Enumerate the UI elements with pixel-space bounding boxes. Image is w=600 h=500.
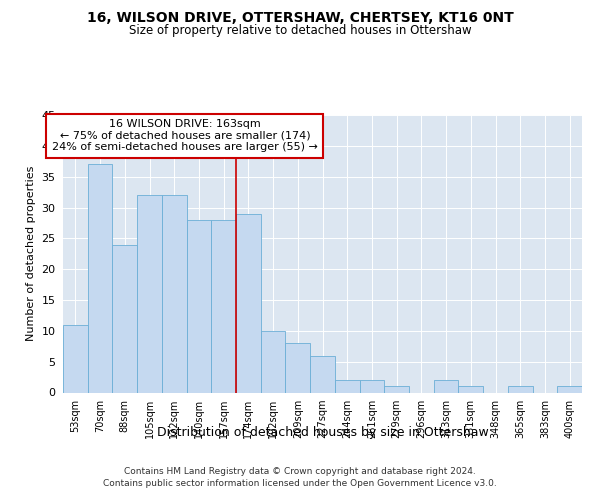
Bar [359, 380, 384, 392]
Bar [335, 380, 359, 392]
Bar [137, 195, 162, 392]
Bar [63, 324, 88, 392]
Text: 16, WILSON DRIVE, OTTERSHAW, CHERTSEY, KT16 0NT: 16, WILSON DRIVE, OTTERSHAW, CHERTSEY, K… [86, 11, 514, 25]
Bar [162, 195, 187, 392]
Bar [458, 386, 483, 392]
Bar [557, 386, 582, 392]
Text: Contains public sector information licensed under the Open Government Licence v3: Contains public sector information licen… [103, 479, 497, 488]
Bar [508, 386, 533, 392]
Bar [261, 331, 286, 392]
Bar [187, 220, 211, 392]
Text: Size of property relative to detached houses in Ottershaw: Size of property relative to detached ho… [128, 24, 472, 37]
Bar [88, 164, 112, 392]
Text: 16 WILSON DRIVE: 163sqm
← 75% of detached houses are smaller (174)
24% of semi-d: 16 WILSON DRIVE: 163sqm ← 75% of detache… [52, 119, 318, 152]
Bar [236, 214, 261, 392]
Bar [211, 220, 236, 392]
Y-axis label: Number of detached properties: Number of detached properties [26, 166, 35, 342]
Text: Contains HM Land Registry data © Crown copyright and database right 2024.: Contains HM Land Registry data © Crown c… [124, 466, 476, 475]
Bar [434, 380, 458, 392]
Text: Distribution of detached houses by size in Ottershaw: Distribution of detached houses by size … [157, 426, 488, 439]
Bar [384, 386, 409, 392]
Bar [310, 356, 335, 393]
Bar [286, 343, 310, 392]
Bar [112, 244, 137, 392]
